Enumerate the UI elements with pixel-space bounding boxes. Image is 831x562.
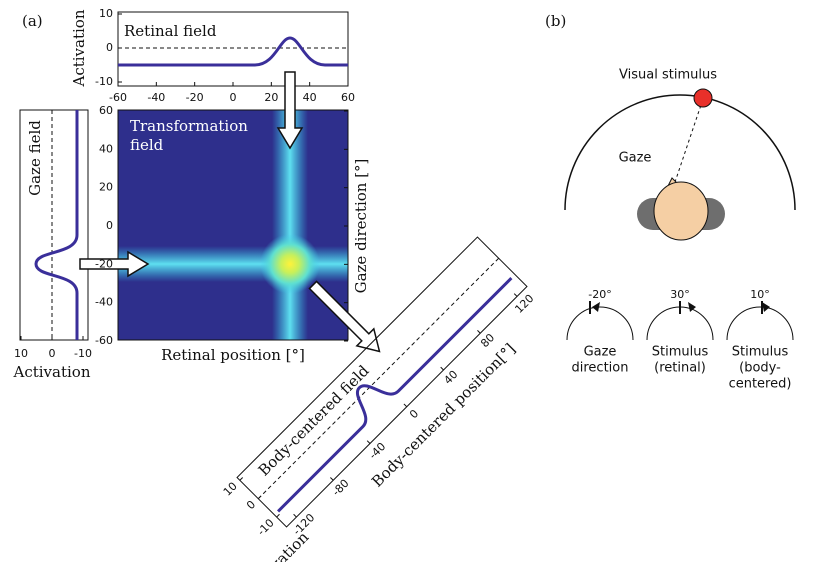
tick-mark: [293, 513, 297, 518]
arrow: [276, 71, 304, 150]
dial-label: centered): [729, 377, 792, 392]
head: [653, 181, 709, 241]
dial-arrow: [688, 302, 696, 312]
dial-arc: [726, 306, 794, 341]
dial-label: (body-: [739, 361, 781, 376]
y-tick-label: -10: [95, 75, 113, 88]
axis-label: Activation: [13, 363, 91, 381]
panel-label: (a): [22, 12, 43, 30]
y-tick-label: 10: [99, 7, 113, 20]
axis-label: Retinal position [°]: [161, 346, 305, 364]
y-tick-label: 0: [106, 41, 113, 54]
gaze-label: Gaze: [619, 151, 652, 166]
y-tick-label: 0: [244, 498, 258, 512]
plot-frame: [236, 236, 528, 528]
plot-title: field: [130, 136, 164, 154]
plot-frame: [117, 109, 349, 341]
tick-mark: [366, 440, 371, 444]
heatmap-peak: [260, 234, 320, 294]
dial-arrow: [762, 302, 770, 312]
dial-label: (retinal): [654, 361, 706, 376]
plot-title: Transformation: [130, 117, 248, 135]
activation-curve: [276, 276, 513, 513]
axis-label: Gaze direction [°]: [352, 159, 370, 294]
zero-line: [257, 257, 500, 500]
dial-angle: 10°: [750, 288, 770, 301]
y-tick-label: 10: [221, 480, 240, 499]
x-tick-label: 0: [407, 407, 421, 421]
tick-mark: [477, 330, 481, 334]
stimulus-label: Visual stimulus: [619, 68, 717, 83]
tick-mark: [513, 293, 518, 297]
x-tick-label: 0: [230, 91, 237, 104]
dial-arc: [566, 306, 634, 341]
tick-mark: [276, 513, 280, 518]
dial-arrow: [592, 302, 600, 312]
dial-angle: 30°: [670, 288, 690, 301]
tick-mark: [330, 477, 334, 481]
x-tick-label: -10: [74, 347, 92, 360]
panel-label: (b): [545, 12, 566, 30]
y-tick-label: -60: [95, 334, 113, 347]
y-tick-label: 20: [99, 181, 113, 194]
x-tick-label: 40: [303, 91, 317, 104]
x-tick-label: 10: [14, 347, 28, 360]
dials: -20°Gazedirection30°Stimulus(retinal)10°…: [566, 288, 794, 392]
plot-title: Gaze field: [26, 120, 44, 196]
x-tick-label: -20: [186, 91, 204, 104]
y-tick-label: -10: [255, 516, 277, 538]
y-tick-label: 60: [99, 104, 113, 117]
plot-frame: [19, 109, 89, 341]
y-tick-label: -20: [95, 257, 113, 270]
tick-mark: [440, 366, 444, 371]
tick-mark: [239, 477, 244, 481]
axis-label: Activation: [70, 9, 88, 87]
dial-label: direction: [572, 361, 629, 376]
dial-label: Stimulus: [732, 345, 789, 360]
arrow: [308, 280, 381, 353]
arrow: [79, 250, 150, 278]
stimulus-dot: [693, 88, 713, 108]
axis-label: Body-centered position[°]: [368, 340, 519, 491]
y-tick-label: 40: [99, 142, 113, 155]
activation-curve: [34, 110, 79, 340]
x-tick-label: -60: [109, 91, 127, 104]
visual-field-arc: [564, 94, 796, 211]
x-tick-label: 40: [441, 368, 460, 387]
heatmap: [118, 110, 348, 340]
x-tick-label: 0: [49, 347, 56, 360]
tick-mark: [403, 403, 408, 408]
x-tick-label: 20: [264, 91, 278, 104]
x-tick-label: -40: [147, 91, 165, 104]
arrow-shape: [308, 280, 381, 353]
dial-angle: -20°: [588, 288, 611, 301]
x-tick-label: 60: [341, 91, 355, 104]
plot-title: Body-centered field: [255, 361, 373, 479]
x-tick-label: 80: [478, 331, 497, 350]
activation-curve: [118, 36, 348, 67]
plot-title: Retinal field: [124, 22, 217, 40]
dial-label: Stimulus: [652, 345, 709, 360]
gaze-line: [672, 101, 703, 189]
y-tick-label: 0: [106, 219, 113, 232]
y-tick-label: -40: [95, 296, 113, 309]
dial-label: Gaze: [584, 345, 617, 360]
tick-mark: [257, 495, 262, 500]
